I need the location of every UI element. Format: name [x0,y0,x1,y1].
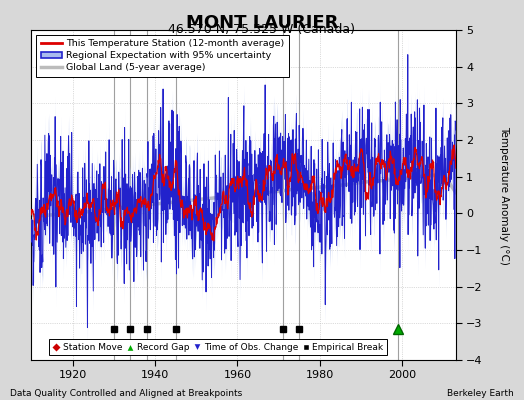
Text: Data Quality Controlled and Aligned at Breakpoints: Data Quality Controlled and Aligned at B… [10,389,243,398]
Y-axis label: Temperature Anomaly (°C): Temperature Anomaly (°C) [499,126,509,264]
Legend: Station Move, Record Gap, Time of Obs. Change, Empirical Break: Station Move, Record Gap, Time of Obs. C… [49,339,387,356]
Text: 46.570 N, 75.525 W (Canada): 46.570 N, 75.525 W (Canada) [169,23,355,36]
Text: MONT LAURIER: MONT LAURIER [186,14,338,32]
Text: Berkeley Earth: Berkeley Earth [447,389,514,398]
